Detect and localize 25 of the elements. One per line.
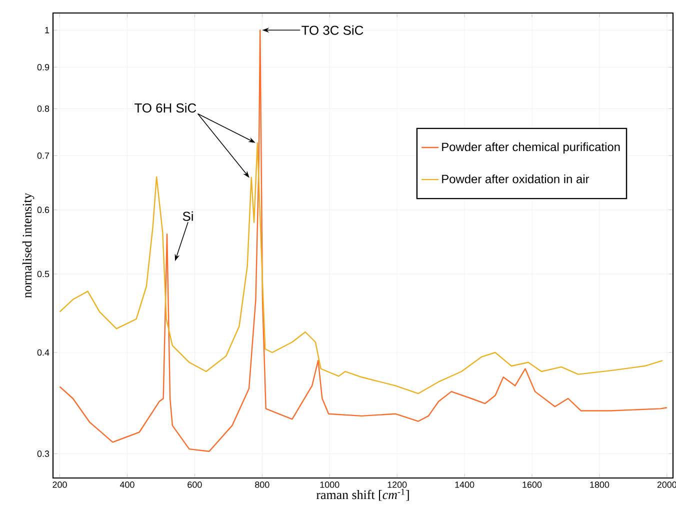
annotation: TO 3C SiC — [302, 25, 364, 35]
x-tick-label: 600 — [188, 482, 202, 488]
x-tick-label: 200 — [52, 482, 67, 488]
legend-label: Powder after oxidation in air — [442, 174, 590, 184]
y-tick-label: 0.8 — [37, 105, 50, 112]
x-tick-label: 1400 — [455, 482, 474, 488]
y-tick-label: 0.7 — [37, 152, 50, 159]
line-series — [59, 142, 664, 394]
x-tick-label: 1000 — [320, 482, 340, 488]
x-tick-label: 400 — [120, 482, 134, 488]
x-tick-label: 1200 — [388, 482, 407, 488]
y-axis-title: normalised intensity — [22, 192, 34, 298]
x-tick-label: 800 — [255, 482, 270, 488]
x-tick-label: 1800 — [590, 482, 610, 488]
annotation: Si — [182, 211, 193, 221]
y-tick-label: 0.6 — [37, 206, 50, 214]
y-tick-label: 0.4 — [37, 349, 50, 356]
y-tick-label: 0.9 — [37, 64, 50, 70]
legend-label: Powder after chemical purification — [442, 142, 620, 154]
y-tick-label: 0.5 — [37, 270, 50, 278]
x-axis-title: raman shift [cm$^{-1}$] — [316, 488, 409, 501]
y-tick-label: 0.3 — [37, 450, 50, 457]
annotation: TO 6H SiC — [134, 103, 196, 113]
y-tick-label: 1 — [45, 27, 50, 34]
x-tick-label: 1600 — [522, 482, 542, 488]
